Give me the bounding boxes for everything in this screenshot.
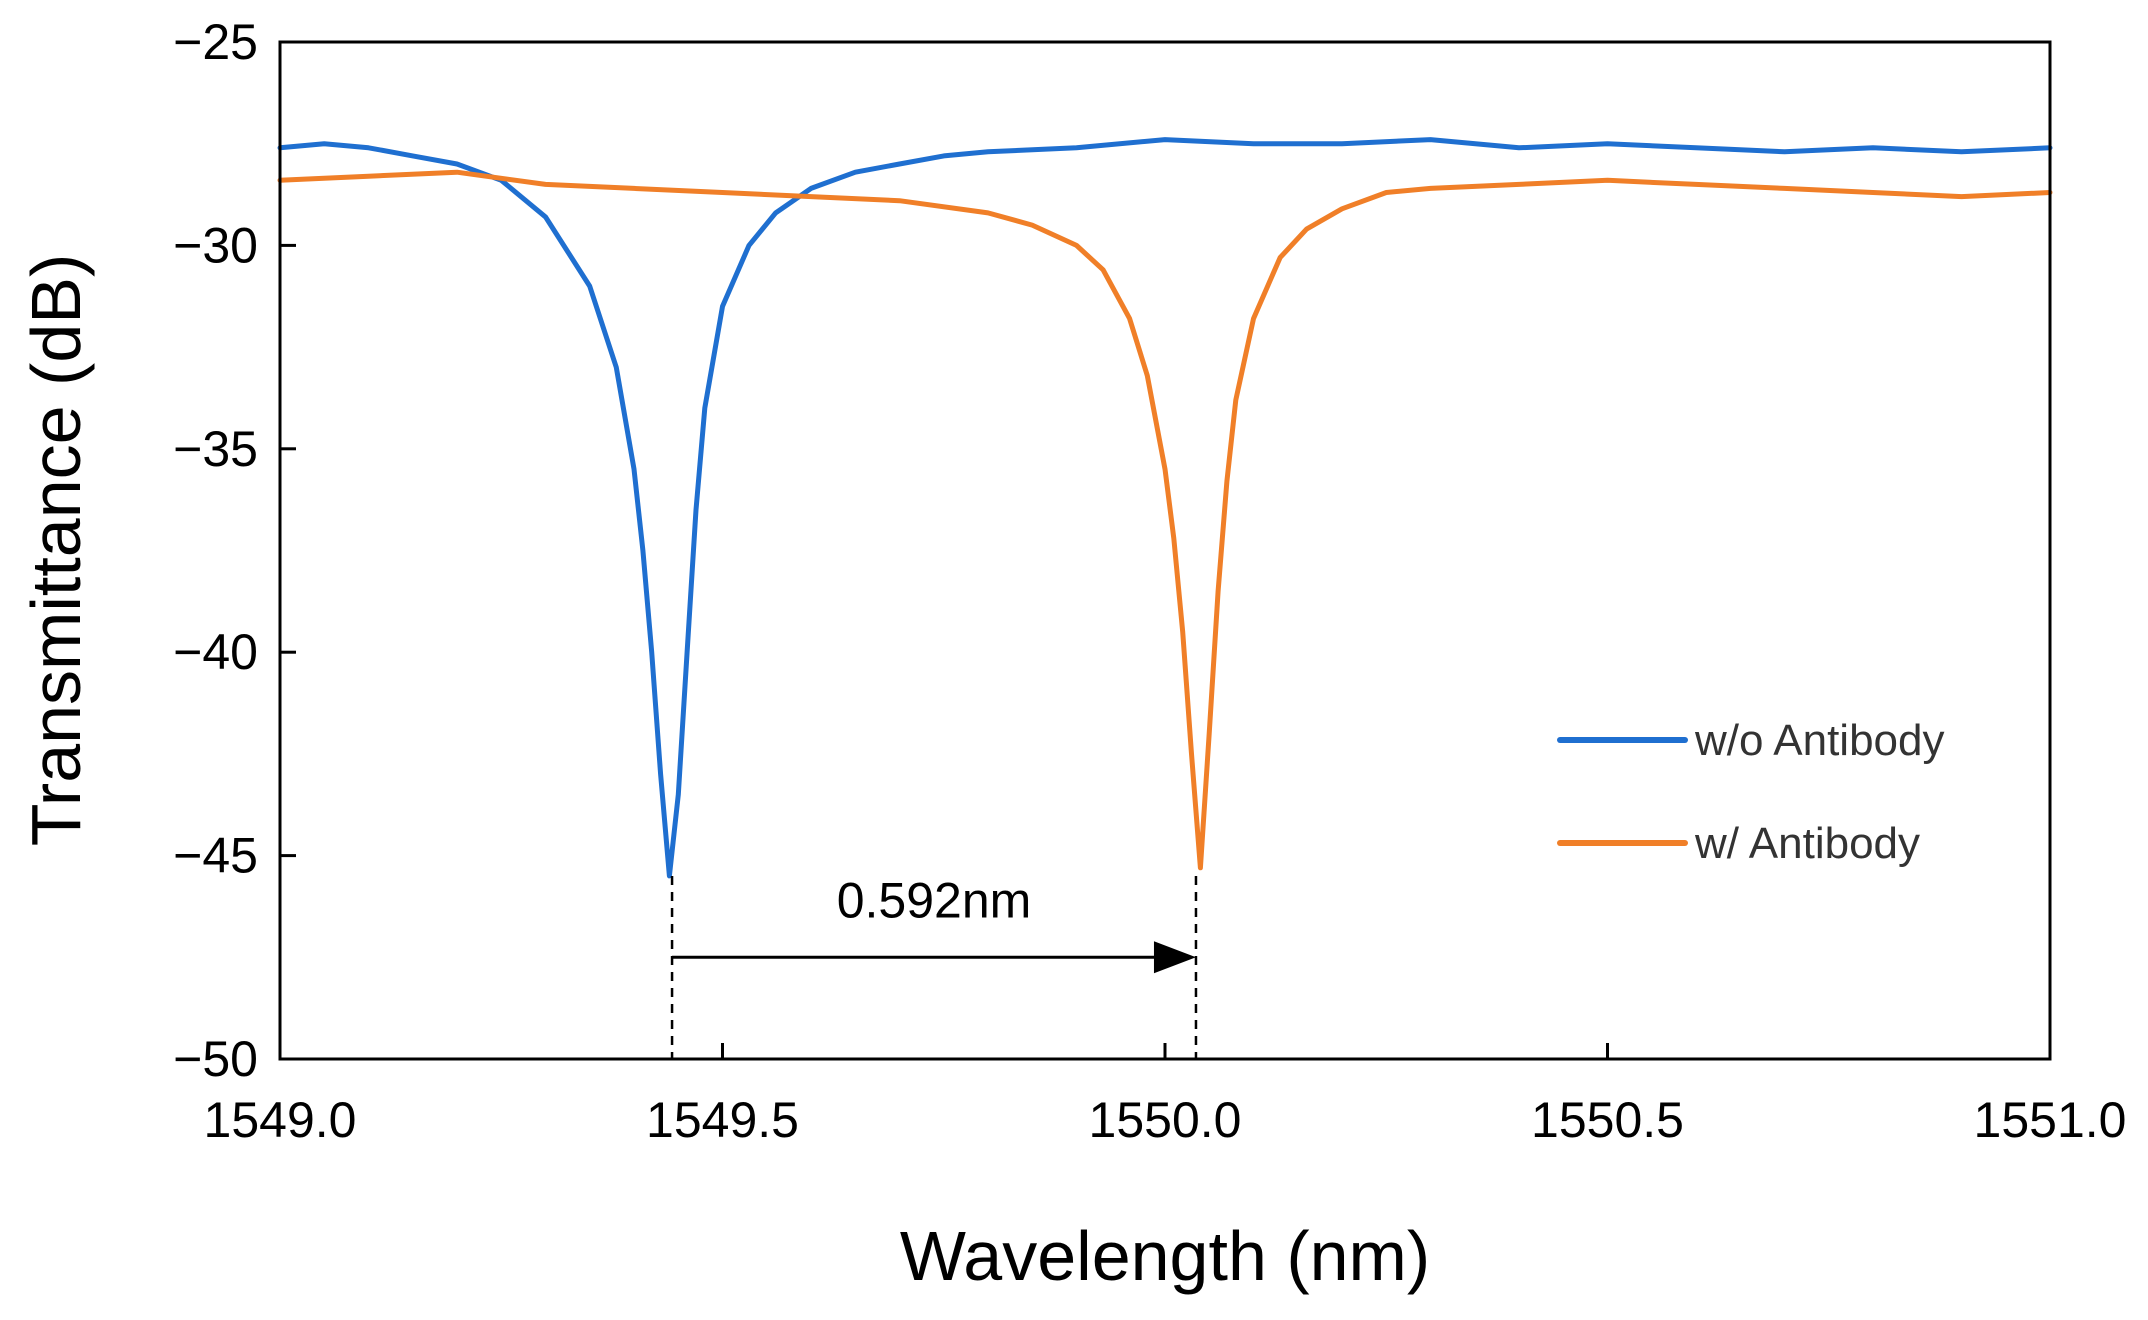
x-tick-label: 1549.0 xyxy=(204,1092,357,1148)
x-tick-label: 1550.5 xyxy=(1531,1092,1684,1148)
y-tick-label: −50 xyxy=(173,1031,258,1087)
series-line-w-antibody xyxy=(277,169,2053,871)
axes: 1549.0 1549.5 1550.0 1550.5 1551.0 −25 −30 −35 −… xyxy=(173,14,2126,1148)
shift-arrow-head xyxy=(1153,941,1196,974)
legend-label-w-antibody: w/ Antibody xyxy=(1694,819,1920,868)
shift-label: 0.592nm xyxy=(837,872,1032,928)
x-tick-label: 1551.0 xyxy=(1974,1092,2127,1148)
x-axis-title: Wavelength (nm) xyxy=(900,1217,1430,1295)
x-tick-label: 1549.5 xyxy=(646,1092,799,1148)
plot-area xyxy=(277,137,2053,879)
series-line-w-o-antibody xyxy=(277,137,2053,879)
y-tick-label: −30 xyxy=(173,217,258,273)
shift-annotation: 0.592nm xyxy=(670,872,1198,1059)
y-tick-label: −45 xyxy=(173,828,258,884)
y-tick-label: −40 xyxy=(173,624,258,680)
legend-label-w-o-antibody: w/o Antibody xyxy=(1694,716,1945,765)
y-tick-label: −35 xyxy=(173,421,258,477)
x-tick-label: 1550.0 xyxy=(1089,1092,1242,1148)
y-axis-title: Transmittance (dB) xyxy=(17,254,95,847)
y-tick-label: −25 xyxy=(173,14,258,70)
legend: w/o Antibody w/ Antibody xyxy=(1557,716,1945,868)
